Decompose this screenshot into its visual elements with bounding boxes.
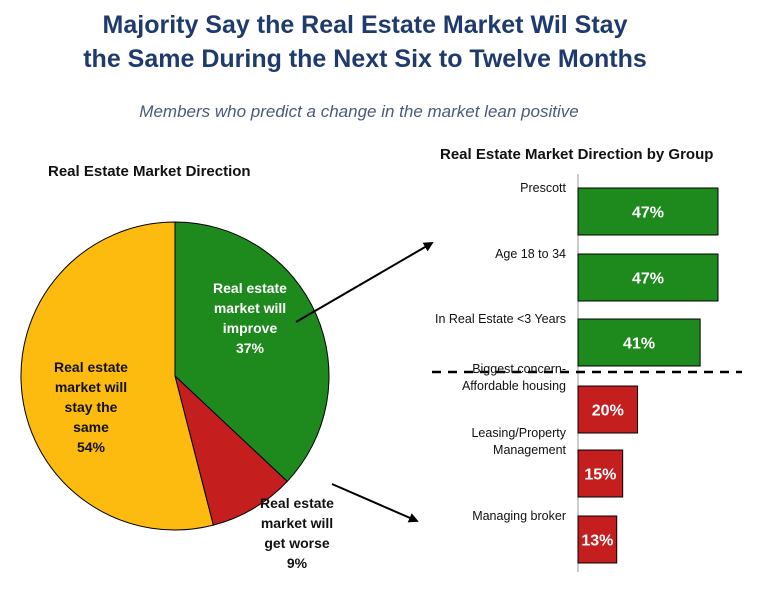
bar-category-label-1-line-0: Age 18 to 34 [495,247,566,261]
bar-chart-title: Real Estate Market Direction by Group [440,146,714,163]
bar-value-label-0: 47% [632,205,664,222]
pie-slice-1 [174,374,288,526]
pie-slice-label-2-line-4: 54% [77,439,106,455]
pie-chart-title: Real Estate Market Direction [48,163,251,180]
bar-category-label-2-line-0: In Real Estate <3 Years [435,312,566,326]
pie-slice-label-1-line-1: market will [261,515,333,531]
pie-slice-label-0-line-2: improve [223,320,278,336]
bar-chart: 47% Prescott 47% Age 18 to 34 41% In Real Est… [432,174,742,572]
pie-slice-2 [20,221,214,531]
bar-value-label-4: 15% [584,467,616,484]
pie-slice-label-1-line-2: get worse [264,535,330,551]
bar-category-label-3-line-1: Affordable housing [462,379,566,393]
bar-5 [577,515,618,564]
bar-category-label-4-line-1: Management [493,443,566,457]
pie-slice-label-2-line-0: Real estate [54,359,128,375]
bar-value-label-2: 41% [623,336,655,353]
pie-chart: Real estate market will improve 37% Real est… [20,221,334,571]
pie-slice-label-0-line-1: market will [214,300,286,316]
pie-slice-label-2-line-1: market will [55,379,127,395]
bar-value-label-3: 20% [592,403,624,420]
bar-3 [577,385,639,434]
bar-4 [577,449,624,498]
pie-slice-label-1-line-3: 9% [287,555,308,571]
pie-slice-0 [174,221,330,483]
bar-category-label-3-line-0: Biggest concern- [472,362,566,376]
pie-slice-label-2-line-2: stay the [65,399,118,415]
pie-slice-label-2-line-3: same [73,419,109,435]
bar-category-label-5-line-0: Managing broker [472,509,566,523]
bar-1 [577,253,719,302]
bar-2 [577,318,701,367]
bar-category-label-4-line-0: Leasing/Property [471,426,566,440]
improve-callout-arrow [295,241,434,323]
chart-title-line-1: Majority Say the Real Estate Market Wil … [102,11,628,39]
chart-title: Majority Say the Real Estate Market Wil … [0,8,730,76]
pie-slice-label-0-line-0: Real estate [213,280,287,296]
bar-0 [577,187,719,236]
chart-subtitle: Members who predict a change in the mark… [139,102,579,121]
bar-category-label-0-line-0: Prescott [520,181,566,195]
bar-value-label-1: 47% [632,271,664,288]
chart-title-line-2: the Same During the Next Six to Twelve M… [83,45,647,73]
pie-slice-label-1-line-0: Real estate [260,495,334,511]
pie-slice-label-0-line-3: 37% [236,340,265,356]
bar-value-label-5: 13% [581,533,613,550]
worse-callout-arrow [331,483,419,523]
